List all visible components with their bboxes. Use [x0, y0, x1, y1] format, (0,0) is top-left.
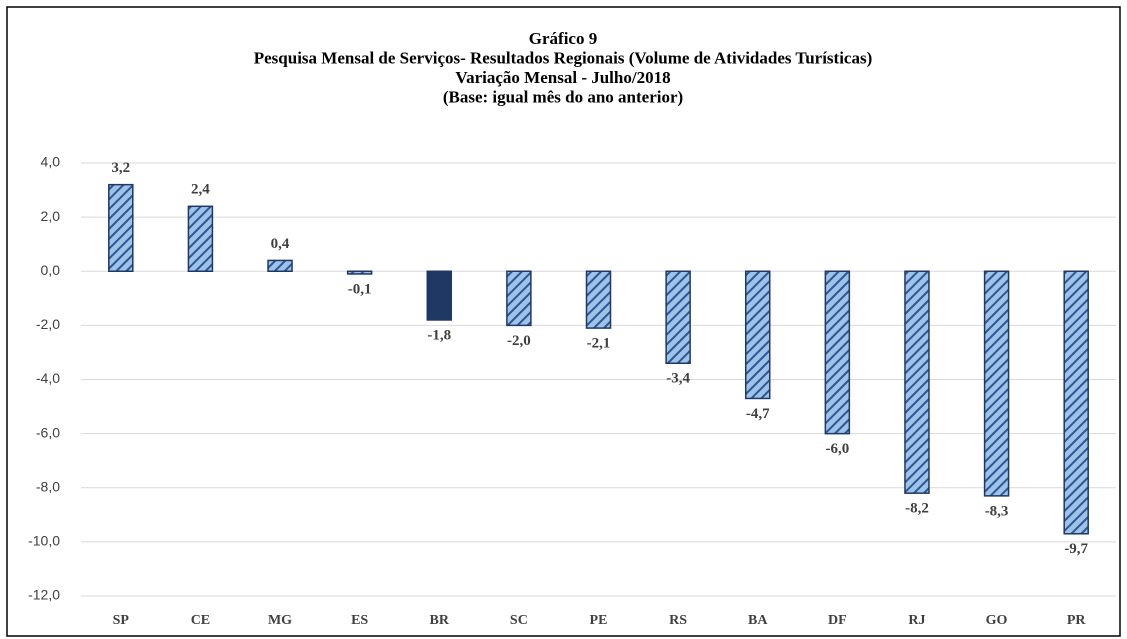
x-tick-label: MG [268, 613, 292, 628]
x-tick-label: SC [510, 613, 528, 628]
y-tick-label: -6,0 [36, 424, 60, 440]
x-tick-label: BR [430, 613, 450, 628]
chart-title: (Base: igual mês do ano anterior) [443, 87, 683, 106]
bar [744, 270, 771, 400]
data-label: 0,4 [271, 236, 290, 252]
chart-border [6, 6, 1121, 637]
bar [824, 270, 851, 435]
chart-title: Variação Mensal - Julho/2018 [455, 68, 670, 87]
x-tick-label: PR [1067, 613, 1087, 628]
x-tick-label: SP [113, 613, 130, 628]
x-tick-label: ES [351, 613, 368, 628]
x-tick-label: RJ [908, 613, 925, 628]
bar [346, 270, 373, 275]
chart-title: Gráfico 9 [529, 29, 597, 48]
data-label: -0,1 [348, 281, 372, 297]
data-label: -9,7 [1064, 541, 1088, 557]
chart-title: Pesquisa Mensal de Serviços- Resultados … [254, 48, 873, 67]
data-label: -3,4 [666, 371, 690, 387]
data-label: 2,4 [191, 182, 210, 198]
data-label: 3,2 [111, 160, 130, 176]
x-tick-label: DF [828, 613, 847, 628]
x-tick-label: CE [191, 613, 210, 628]
bar [983, 270, 1010, 497]
bar [426, 270, 453, 321]
data-label: -8,2 [905, 501, 929, 517]
bar [108, 183, 134, 272]
data-label: -2,1 [587, 336, 611, 352]
data-label: -6,0 [825, 441, 849, 457]
x-tick-label: BA [748, 613, 768, 628]
y-tick-label: -8,0 [36, 478, 60, 494]
bar [1063, 270, 1089, 535]
y-tick-label: -4,0 [36, 370, 60, 386]
x-tick-label: GO [986, 613, 1008, 628]
x-tick-label: PE [590, 613, 608, 628]
x-tick-label: RS [669, 613, 687, 628]
data-label: -1,8 [427, 327, 451, 343]
bar [665, 270, 691, 365]
data-label: -4,7 [746, 406, 770, 422]
bar [187, 205, 214, 272]
y-tick-label: -12,0 [28, 587, 60, 603]
data-label: -2,0 [507, 333, 531, 349]
y-tick-label: 2,0 [41, 208, 61, 224]
bar [585, 270, 612, 329]
y-tick-label: -10,0 [28, 533, 60, 549]
bar [506, 270, 532, 327]
y-tick-label: 0,0 [41, 262, 61, 278]
y-tick-label: 4,0 [41, 154, 61, 170]
data-label: -8,3 [985, 503, 1009, 519]
bar [267, 259, 293, 272]
bar [904, 270, 930, 494]
y-tick-label: -2,0 [36, 316, 60, 332]
